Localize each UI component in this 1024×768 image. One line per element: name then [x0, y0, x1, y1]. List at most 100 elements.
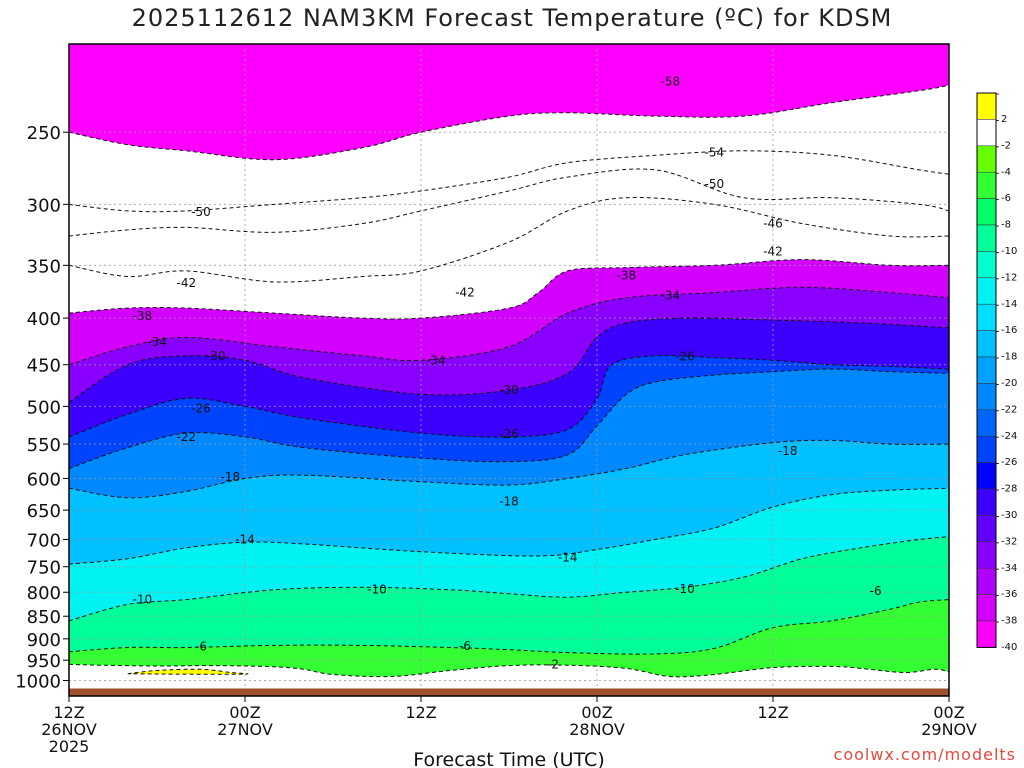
y-tick-label: 450	[27, 356, 61, 377]
y-tick-label: 950	[27, 651, 61, 672]
isotherm-line	[69, 599, 949, 655]
colorbar-swatch	[976, 92, 997, 120]
isotherm-label: -18	[499, 495, 519, 509]
isotherm-label: -50	[191, 205, 211, 219]
colorbar-label: -14	[1001, 299, 1017, 310]
y-tick-label: 500	[27, 397, 61, 418]
isotherm-label: -38	[617, 268, 637, 282]
x-tick-label: 2025	[49, 737, 90, 756]
colorbar-label: -16	[1001, 325, 1017, 336]
isotherm-label: -34	[147, 335, 167, 349]
isotherm-line	[69, 487, 949, 565]
isotherm-line	[69, 368, 949, 469]
isotherm-label: -30	[206, 349, 226, 363]
colorbar-label: -24	[1001, 431, 1017, 442]
gridlines	[69, 44, 949, 696]
isotherm-line	[69, 286, 949, 366]
isotherm-line	[69, 317, 949, 403]
isotherm-line	[69, 439, 949, 499]
isotherm-label: -54	[705, 145, 725, 159]
isotherm-label: -14	[558, 551, 578, 565]
colorbar-frame	[976, 92, 997, 648]
x-tick-label: 29NOV	[921, 720, 977, 739]
colorbar-label: -34	[1001, 563, 1017, 574]
isotherm-label: -50	[705, 177, 725, 191]
plot-area: -58 -54 -50 -50 -46 -42 -42 -42 -38 -38 -34 -34 -34 -…	[69, 44, 949, 696]
isotherm-label: -34	[426, 353, 446, 367]
y-tick-label: 1000	[15, 671, 61, 692]
colorbar-swatch	[976, 145, 997, 173]
y-tick-label: 550	[27, 435, 61, 456]
colorbar-swatch	[976, 356, 997, 384]
isotherm-label: -6	[195, 640, 207, 654]
colorbar: 2 -2 -4 -6 -8 -10 -12 -14 -16 -18 -20 -22 -24 -26 -28 -…	[976, 92, 1017, 653]
colorbar-swatch	[976, 409, 997, 437]
x-tick-label: 12Z	[405, 703, 436, 722]
isotherm-label: -42	[763, 245, 783, 259]
y-tick-label: 250	[27, 123, 61, 144]
colorbar-swatch	[976, 541, 997, 569]
isotherm-line	[127, 668, 249, 675]
colorbar-swatch	[976, 251, 997, 279]
x-tick-label: 26NOV	[41, 720, 97, 739]
colorbar-swatch	[976, 119, 997, 147]
isotherm-label: -58	[661, 75, 681, 89]
y-tick-label: 700	[27, 530, 61, 551]
y-tick-label: 600	[27, 469, 61, 490]
colorbar-label: -18	[1001, 352, 1017, 363]
colorbar-label: -20	[1001, 378, 1017, 389]
colorbar-label: -22	[1001, 404, 1017, 415]
isotherm-label: -18	[221, 470, 241, 484]
isotherm-label: -10	[367, 582, 387, 596]
isotherm-label: -6	[870, 584, 882, 598]
y-axis: 2503003504004505005506006507007508008509…	[15, 123, 69, 692]
colorbar-label: -26	[1001, 457, 1017, 468]
colorbar-label: -32	[1001, 536, 1017, 547]
colorbar-label: -4	[1001, 167, 1011, 178]
isotherm-label: -10	[133, 593, 153, 607]
isotherm-labels: -58 -54 -50 -50 -46 -42 -42 -42 -38 -38 -34 -34 -34 -…	[133, 75, 882, 672]
isotherm-label: -42	[177, 276, 197, 290]
colorbar-label: -28	[1001, 484, 1017, 495]
isotherm-label: -26	[499, 427, 519, 441]
isotherm-line	[69, 536, 949, 622]
y-tick-label: 650	[27, 501, 61, 522]
colorbar-swatch	[976, 594, 997, 622]
colorbar-swatch	[976, 171, 997, 199]
isotherm-label: -22	[177, 430, 197, 444]
x-tick-label: 00Z	[229, 703, 260, 722]
colorbar-swatch	[976, 515, 997, 543]
colorbar-label: 2	[1001, 114, 1007, 125]
isotherm-label: -18	[778, 444, 798, 458]
plot-frame	[68, 43, 950, 697]
y-tick-label: 350	[27, 256, 61, 277]
colorbar-swatch	[976, 488, 997, 516]
isotherm-label: -26	[191, 402, 211, 416]
isotherm-label: -30	[499, 383, 519, 397]
isotherm-label: -34	[661, 289, 681, 303]
colorbar-swatch	[976, 303, 997, 331]
isotherm-label: -42	[455, 286, 475, 300]
y-tick-label: 900	[27, 630, 61, 651]
isotherm-label: -6	[459, 639, 471, 653]
isotherm-line	[69, 663, 949, 678]
isotherm-label: -14	[235, 532, 255, 546]
x-tick-label: 12Z	[53, 703, 84, 722]
isotherm-line	[69, 168, 949, 237]
y-tick-label: 850	[27, 607, 61, 628]
colorbar-swatch	[976, 383, 997, 411]
attribution-credit: coolwx.com/modelts	[833, 745, 1016, 764]
colorbar-label: -6	[1001, 193, 1011, 204]
isotherm-label: -38	[133, 309, 153, 323]
x-axis-title: Forecast Time (UTC)	[413, 749, 604, 768]
isotherm-contours	[69, 84, 949, 678]
y-tick-label: 400	[27, 309, 61, 330]
colorbar-swatch	[976, 435, 997, 463]
y-tick-label: 300	[27, 195, 61, 216]
colorbar-label: -8	[1001, 220, 1011, 231]
isotherm-label: -2	[547, 657, 559, 671]
x-tick-label: 00Z	[933, 703, 964, 722]
colorbar-label: -2	[1001, 140, 1011, 151]
